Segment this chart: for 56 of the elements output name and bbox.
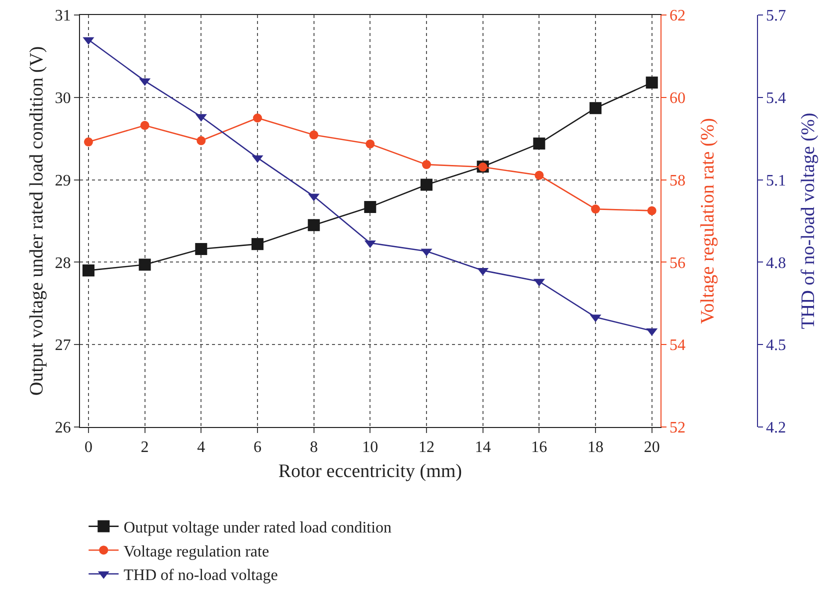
point xyxy=(590,102,602,114)
y2-tick-label: 52 xyxy=(670,420,686,437)
y3-tick-label: 4.5 xyxy=(766,337,786,354)
point xyxy=(140,120,150,130)
legend-label: THD of no-load voltage xyxy=(124,567,278,584)
point xyxy=(646,76,658,89)
point xyxy=(84,137,93,146)
y-axis-title: Output voltage under rated load condition (V) xyxy=(26,46,48,396)
legend-label: Voltage regulation rate xyxy=(124,543,270,560)
y2-tick-label: 54 xyxy=(670,337,686,354)
y3-tick-label: 4.2 xyxy=(766,420,786,437)
point xyxy=(364,200,376,213)
y3-tick-label: 5.4 xyxy=(766,90,786,107)
y3-axis-title: THD of no-load voltage (%) xyxy=(798,112,819,330)
y2-tick-label: 62 xyxy=(670,8,686,25)
x-tick-label: 2 xyxy=(140,439,149,456)
y2-tick-label: 58 xyxy=(670,172,686,190)
y-tick-label: 30 xyxy=(54,90,71,107)
point xyxy=(422,160,431,170)
x-tick-label: 4 xyxy=(197,439,206,456)
point xyxy=(534,170,544,180)
y-tick-label: 27 xyxy=(54,337,71,354)
point xyxy=(138,258,151,271)
x-tick-label: 10 xyxy=(362,439,378,456)
x-tick-label: 18 xyxy=(588,439,604,456)
y-tick-label: 31 xyxy=(54,8,71,25)
y-tick-label: 28 xyxy=(54,254,71,272)
y-tick-label: 26 xyxy=(54,420,71,437)
y2-tick-label: 60 xyxy=(670,90,686,107)
y3-tick-label: 5.7 xyxy=(766,8,786,25)
x-tick-label: 6 xyxy=(253,439,262,456)
point xyxy=(591,204,600,214)
point xyxy=(195,243,208,256)
y3-tick-label: 4.8 xyxy=(766,254,786,272)
x-tick-label: 0 xyxy=(84,439,92,456)
y3-tick-label: 5.1 xyxy=(766,172,786,190)
y2-axis-title: Voltage regulation rate (%) xyxy=(697,118,718,324)
point xyxy=(252,114,262,122)
x-tick-label: 8 xyxy=(310,439,318,456)
point xyxy=(309,130,318,140)
point xyxy=(196,136,206,146)
y2-tick-label: 56 xyxy=(670,254,686,272)
point xyxy=(308,219,320,232)
x-axis-title: Rotor eccentricity (mm) xyxy=(278,461,462,482)
x-tick-label: 12 xyxy=(418,439,434,456)
y-tick-label: 29 xyxy=(54,172,71,190)
point xyxy=(366,139,375,148)
x-tick-label: 20 xyxy=(644,439,660,456)
point xyxy=(82,264,94,276)
x-tick-label: 16 xyxy=(531,439,548,456)
point xyxy=(647,206,656,216)
point xyxy=(420,178,432,191)
point xyxy=(533,138,546,150)
point xyxy=(251,238,264,250)
x-tick-label: 14 xyxy=(474,439,491,456)
legend-label: Output voltage under rated load condition xyxy=(124,520,392,537)
